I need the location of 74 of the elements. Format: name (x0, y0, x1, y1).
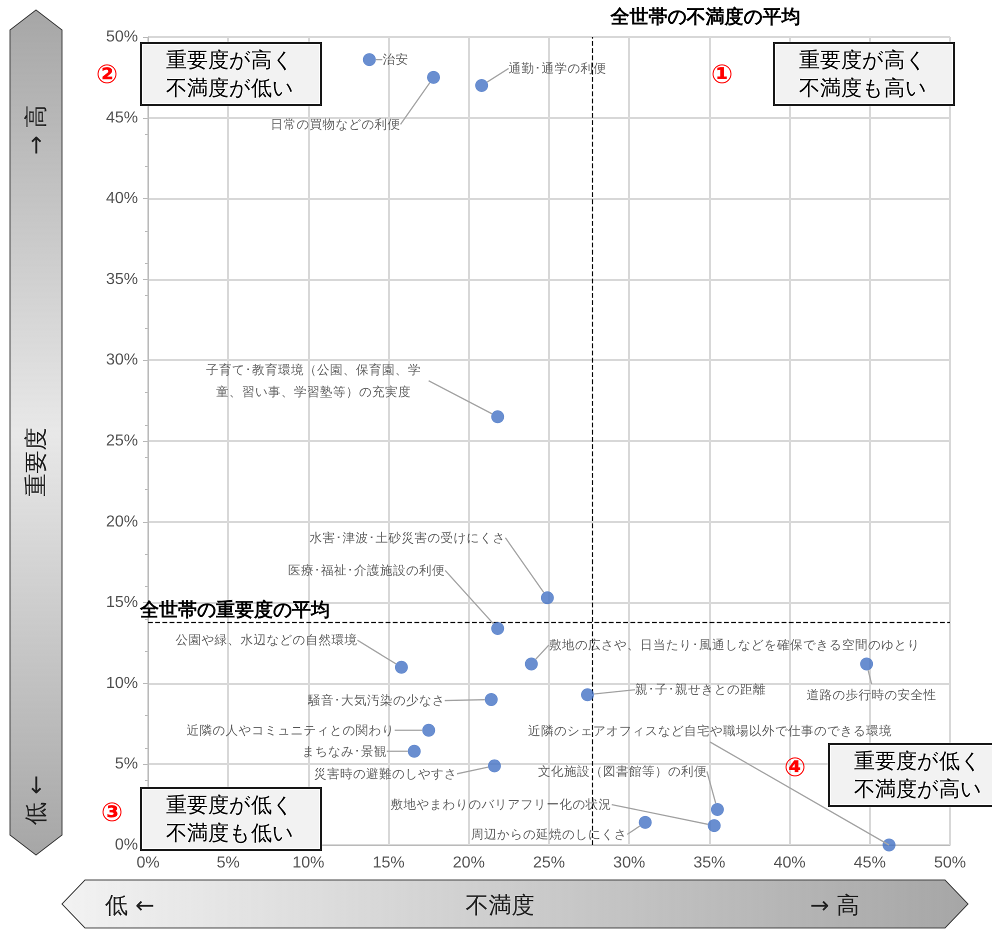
annotation: 重要度が低く不満度が高い (828, 743, 992, 807)
point (581, 688, 594, 702)
point (475, 78, 488, 92)
data-label: 近隣の人やコミュニティとの関わり (186, 723, 395, 738)
point (422, 724, 436, 737)
y-tick-label: 50% (106, 28, 138, 46)
annotation: 重要度が高く不満度が低い (140, 42, 322, 106)
y-tick-label: 10% (106, 674, 138, 692)
x-tick-label: 30% (613, 854, 646, 872)
point (524, 658, 538, 671)
data-label: 治安 (382, 52, 408, 67)
data-label: 医療･福祉･介護施設の利便 (288, 563, 446, 578)
y-axis-title: 重要度 (22, 428, 50, 496)
data-label: 騒音･大気汚染の少なさ (306, 694, 445, 708)
data-label: 近隣のシェアオフィスなど自宅や職場以外で仕事のできる環境 (528, 723, 892, 738)
data-label: 親･子･親せきとの距離 (634, 682, 766, 697)
x-axis-title: 不満度 (466, 892, 534, 921)
point (491, 622, 504, 635)
data-label: 災害時の避難のしやすさ (314, 766, 457, 781)
ref-line-label: 全世帯の不満度の平均 (609, 6, 800, 28)
annotation: ④ (784, 753, 806, 783)
y-tick-label: 40% (106, 190, 138, 208)
data-label: 周辺からの延焼のしにくさ (471, 827, 628, 842)
point (427, 70, 440, 84)
x-tick-label: 15% (372, 854, 405, 872)
annotation: ① (711, 60, 734, 90)
y-tick-label: 35% (106, 270, 138, 288)
point (491, 410, 504, 424)
x-tick-label: 0% (136, 854, 160, 872)
ref-line-label: 全世帯の重要度の平均 (139, 598, 330, 621)
data-label: 文化施設（図書館等）の利便 (538, 764, 707, 778)
y-tick-label: 5% (114, 756, 138, 773)
point (710, 802, 724, 816)
data-label: 道路の歩行時の安全性 (806, 687, 937, 702)
y-tick-label: 25% (106, 432, 138, 450)
x-tick-label: 20% (452, 854, 485, 872)
text: 低 ← (22, 775, 50, 825)
y-tick-label: 0% (114, 836, 138, 854)
annotation: 重要度が高く不満度も高い (773, 42, 955, 106)
point (484, 693, 498, 706)
text: ③ (101, 798, 124, 828)
x-tick-label: 40% (774, 854, 806, 872)
data-label: 公園や緑、水辺などの自然環境 (175, 632, 358, 648)
x-tick-label: 10% (292, 854, 324, 872)
point (394, 660, 408, 674)
data-label: 日常の買物などの利便 (270, 117, 401, 132)
point (882, 838, 896, 852)
point (540, 591, 554, 604)
y-tick-label: 45% (106, 109, 138, 126)
text: ② (96, 60, 118, 90)
data-label: 敷地の広さや、日当たり･風通しなどを確保できる空間のゆとり (548, 637, 920, 652)
text: → 高 (22, 105, 50, 155)
text: 低 ← (105, 892, 155, 921)
point (708, 819, 721, 832)
point (408, 744, 421, 758)
x-tick-label: 5% (216, 854, 240, 872)
y-tick-label: 30% (106, 352, 138, 369)
data-label: 子育て･教育環境（公園、保育園、学童、習い事、学習塾等）の充実度 (206, 362, 422, 399)
data-label: 通勤･通学の利便 (508, 61, 607, 76)
point (362, 53, 376, 66)
x-tick-label: 45% (854, 854, 886, 872)
x-tick-label: 25% (532, 854, 566, 872)
y-tick-label: 20% (106, 513, 138, 530)
text: → 高 (810, 892, 860, 921)
data-label: 水害･津波･土砂災害の受けにくさ (309, 530, 506, 545)
data-label: まちなみ･景観 (302, 744, 387, 758)
y-tick-label: 15% (106, 594, 138, 612)
point (638, 816, 652, 829)
x-tick-label: 35% (693, 854, 726, 872)
annotation: 重要度が低く不満度も低い (140, 787, 322, 851)
data-label: 敷地やまわりのバリアフリー化の状況 (390, 798, 612, 812)
x-tick-label: 50% (934, 854, 966, 872)
point (860, 658, 874, 671)
point (488, 759, 501, 772)
